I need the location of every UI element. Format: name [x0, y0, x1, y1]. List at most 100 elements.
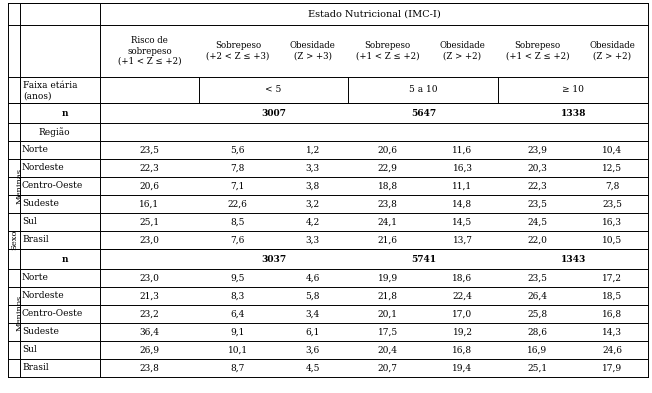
Text: < 5: < 5: [265, 86, 282, 94]
Text: 17,2: 17,2: [602, 274, 622, 283]
Text: 26,9: 26,9: [140, 345, 159, 354]
Text: 25,8: 25,8: [527, 310, 548, 318]
Text: Nordeste: Nordeste: [22, 163, 65, 173]
Text: Sul: Sul: [22, 345, 37, 354]
Text: 23,8: 23,8: [140, 364, 159, 373]
Text: ≥ 10: ≥ 10: [562, 86, 584, 94]
Text: 20,3: 20,3: [527, 163, 547, 173]
Text: Risco de
sobrepeso
(+1 < Z ≤ +2): Risco de sobrepeso (+1 < Z ≤ +2): [117, 36, 181, 66]
Text: n: n: [62, 255, 68, 263]
Text: Sobrepeso
(+1 < Z ≤ +2): Sobrepeso (+1 < Z ≤ +2): [505, 41, 569, 61]
Text: 1,2: 1,2: [306, 145, 320, 154]
Text: 22,9: 22,9: [378, 163, 398, 173]
Text: 1343: 1343: [561, 255, 585, 263]
Text: 22,0: 22,0: [527, 235, 547, 244]
Text: 17,0: 17,0: [452, 310, 473, 318]
Text: 16,3: 16,3: [602, 217, 622, 226]
Text: 23,5: 23,5: [527, 274, 548, 283]
Text: Obesidade
(Z > +2): Obesidade (Z > +2): [439, 41, 486, 61]
Text: Sudeste: Sudeste: [22, 327, 59, 336]
Text: 12,5: 12,5: [602, 163, 622, 173]
Text: Obesidade
(Z > +3): Obesidade (Z > +3): [289, 41, 336, 61]
Text: 36,4: 36,4: [140, 327, 159, 336]
Text: 23,8: 23,8: [378, 200, 398, 209]
Text: (anos): (anos): [23, 92, 52, 101]
Text: 18,5: 18,5: [602, 292, 623, 301]
Text: 20,6: 20,6: [378, 145, 398, 154]
Text: 22,3: 22,3: [527, 182, 547, 191]
Text: 14,5: 14,5: [452, 217, 473, 226]
Text: 24,1: 24,1: [378, 217, 398, 226]
Text: 5 a 10: 5 a 10: [409, 86, 437, 94]
Text: 18,6: 18,6: [452, 274, 473, 283]
Text: 26,4: 26,4: [527, 292, 548, 301]
Text: 22,6: 22,6: [228, 200, 248, 209]
Text: Nordeste: Nordeste: [22, 292, 65, 301]
Text: 16,9: 16,9: [527, 345, 548, 354]
Text: 17,9: 17,9: [602, 364, 622, 373]
Text: 23,2: 23,2: [140, 310, 159, 318]
Text: Região: Região: [38, 127, 70, 137]
Text: 9,5: 9,5: [231, 274, 245, 283]
Text: 28,6: 28,6: [527, 327, 548, 336]
Text: 3007: 3007: [261, 108, 286, 118]
Text: 5,6: 5,6: [231, 145, 245, 154]
Text: 11,6: 11,6: [452, 145, 473, 154]
Text: 4,6: 4,6: [306, 274, 320, 283]
Text: Sobrepeso
(+1 < Z ≤ +2): Sobrepeso (+1 < Z ≤ +2): [356, 41, 419, 61]
Text: 22,3: 22,3: [140, 163, 159, 173]
Text: 25,1: 25,1: [140, 217, 160, 226]
Text: Brasil: Brasil: [22, 364, 49, 373]
Text: 19,2: 19,2: [452, 327, 473, 336]
Text: 20,7: 20,7: [378, 364, 398, 373]
Text: 19,4: 19,4: [452, 364, 473, 373]
Text: 24,5: 24,5: [527, 217, 548, 226]
Text: 19,9: 19,9: [378, 274, 398, 283]
Text: 3,6: 3,6: [306, 345, 320, 354]
Text: 7,1: 7,1: [231, 182, 245, 191]
Text: 16,3: 16,3: [452, 163, 473, 173]
Text: 24,6: 24,6: [602, 345, 622, 354]
Text: n: n: [62, 108, 68, 118]
Text: 23,5: 23,5: [602, 200, 622, 209]
Text: Norte: Norte: [22, 274, 49, 283]
Text: 23,0: 23,0: [140, 235, 159, 244]
Text: 6,1: 6,1: [306, 327, 320, 336]
Text: 23,5: 23,5: [140, 145, 159, 154]
Text: 7,8: 7,8: [231, 163, 245, 173]
Text: 8,7: 8,7: [231, 364, 245, 373]
Text: 10,1: 10,1: [228, 345, 248, 354]
Text: Sul: Sul: [22, 217, 37, 226]
Text: 3,3: 3,3: [306, 235, 319, 244]
Text: 7,6: 7,6: [231, 235, 245, 244]
Text: Sexo: Sexo: [10, 230, 18, 250]
Text: Meninas: Meninas: [16, 168, 24, 204]
Text: 11,1: 11,1: [452, 182, 473, 191]
Text: 23,5: 23,5: [527, 200, 548, 209]
Text: Sudeste: Sudeste: [22, 200, 59, 209]
Text: 4,5: 4,5: [306, 364, 320, 373]
Text: 13,7: 13,7: [452, 235, 473, 244]
Text: 7,8: 7,8: [605, 182, 619, 191]
Text: 9,1: 9,1: [231, 327, 245, 336]
Text: 20,1: 20,1: [378, 310, 398, 318]
Text: 23,9: 23,9: [527, 145, 547, 154]
Text: 8,3: 8,3: [231, 292, 245, 301]
Text: Obesidade
(Z > +2): Obesidade (Z > +2): [589, 41, 635, 61]
Text: 10,5: 10,5: [602, 235, 623, 244]
Text: 16,8: 16,8: [452, 345, 473, 354]
Text: 17,5: 17,5: [378, 327, 398, 336]
Text: 23,0: 23,0: [140, 274, 159, 283]
Text: 3,3: 3,3: [306, 163, 319, 173]
Text: 22,4: 22,4: [452, 292, 473, 301]
Text: Brasil: Brasil: [22, 235, 49, 244]
Text: Sobrepeso
(+2 < Z ≤ +3): Sobrepeso (+2 < Z ≤ +3): [206, 41, 269, 61]
Text: Centro-Oeste: Centro-Oeste: [22, 310, 83, 318]
Text: 3,2: 3,2: [306, 200, 319, 209]
Text: 18,8: 18,8: [378, 182, 398, 191]
Text: 25,1: 25,1: [527, 364, 548, 373]
Text: 6,4: 6,4: [231, 310, 245, 318]
Text: 21,8: 21,8: [378, 292, 398, 301]
Text: 21,3: 21,3: [140, 292, 159, 301]
Text: 1338: 1338: [560, 108, 586, 118]
